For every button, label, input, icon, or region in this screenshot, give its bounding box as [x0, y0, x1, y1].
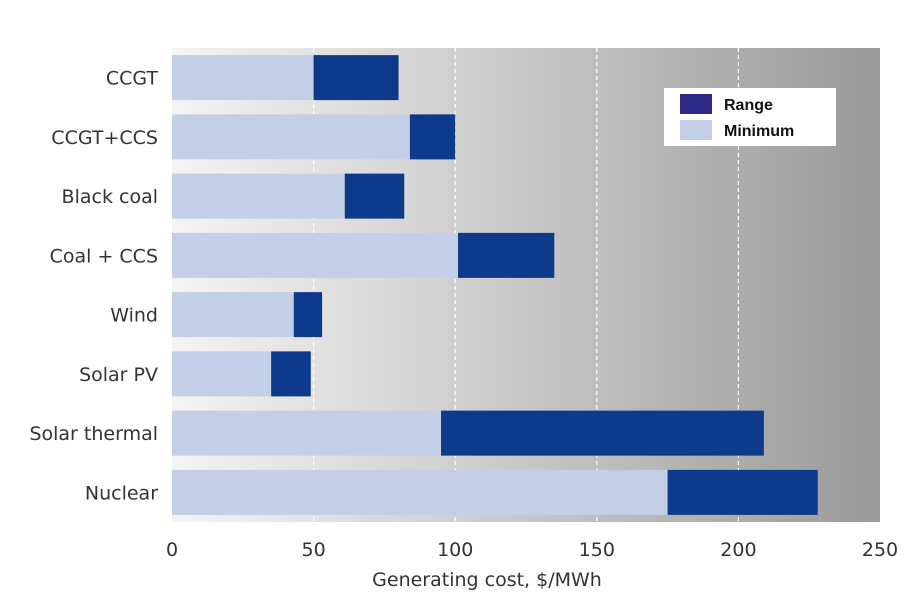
bar-minimum-coal-ccs [172, 232, 459, 278]
x-tick-label-0: 0 [166, 539, 178, 561]
category-label-coal-ccs: Coal + CCS [50, 245, 158, 267]
bar-range-solar-thermal [441, 410, 764, 456]
x-axis-title: Generating cost, $/MWh [372, 569, 602, 591]
legend-label-range: Range [724, 97, 773, 114]
bar-minimum-solar-pv [172, 351, 272, 397]
bar-minimum-solar-thermal [172, 410, 442, 456]
category-label-wind: Wind [110, 305, 158, 327]
legend: Range Minimum [664, 88, 836, 146]
category-label-ccgt-ccs: CCGT+CCS [51, 127, 158, 149]
bar-range-solar-pv [271, 351, 311, 397]
category-label-solar-thermal: Solar thermal [29, 423, 158, 445]
x-tick-labels: 0 50 100 150 200 250 [166, 539, 898, 561]
bar-range-black-coal [344, 173, 405, 219]
bar-range-coal-ccs [458, 232, 555, 278]
category-label-black-coal: Black coal [62, 186, 158, 208]
x-tick-label-200: 200 [720, 539, 756, 561]
bar-range-ccgt-ccs [409, 114, 456, 160]
x-tick-label-100: 100 [437, 539, 473, 561]
bar-minimum-ccgt [172, 55, 314, 101]
category-label-ccgt: CCGT [106, 68, 159, 90]
category-label-nuclear: Nuclear [85, 482, 158, 504]
x-tick-label-50: 50 [302, 539, 326, 561]
bars [172, 55, 818, 515]
bar-minimum-black-coal [172, 173, 345, 219]
bar-minimum-nuclear [172, 469, 668, 515]
bar-range-ccgt [313, 55, 399, 101]
bar-range-wind [293, 292, 323, 338]
x-tick-label-150: 150 [579, 539, 615, 561]
legend-swatch-range [680, 94, 712, 114]
bar-minimum-wind [172, 292, 294, 338]
category-labels: CCGT CCGT+CCS Black coal Coal + CCS Wind Sola… [29, 68, 158, 505]
bar-minimum-ccgt-ccs [172, 114, 410, 160]
legend-swatch-minimum [680, 120, 712, 140]
legend-label-minimum: Minimum [724, 123, 794, 140]
category-label-solar-pv: Solar PV [79, 364, 158, 386]
bar-range-nuclear [667, 469, 818, 515]
x-tick-label-250: 250 [862, 539, 898, 561]
